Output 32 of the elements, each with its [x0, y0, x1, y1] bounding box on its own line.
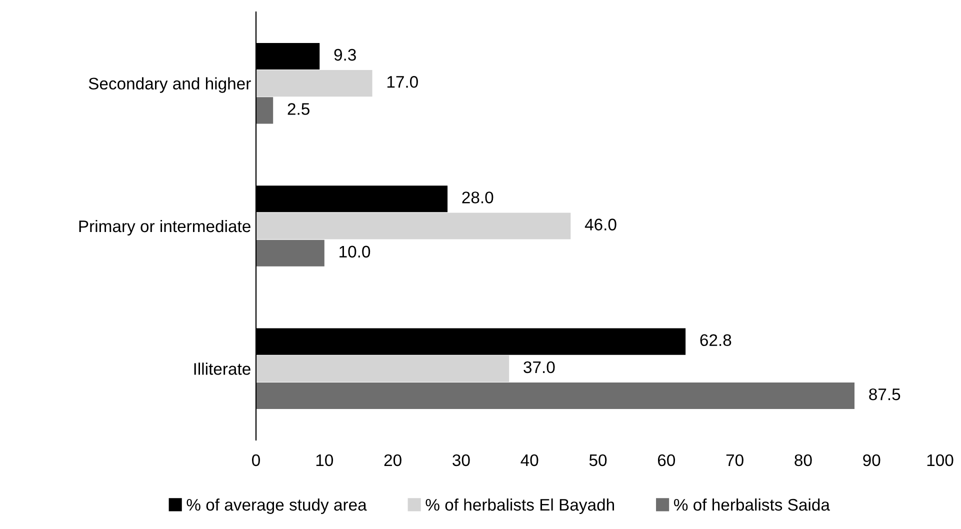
data-label: 10.0	[340, 246, 370, 258]
data-label: 2.5	[288, 103, 310, 115]
data-label: 37.0	[524, 361, 555, 374]
x-tick-label: 50	[589, 454, 607, 466]
x-tick-label: 70	[726, 454, 744, 466]
bar	[256, 212, 571, 240]
y-tick-label: Secondary and higher	[88, 77, 251, 93]
data-label: 17.0	[387, 76, 418, 88]
legend-label: % of herbalists Saida	[674, 498, 830, 511]
bar	[256, 382, 854, 410]
x-tick-label: 30	[452, 454, 470, 466]
x-tick-label: 80	[794, 454, 812, 466]
x-tick-label: 100	[927, 454, 954, 466]
legend-label: % of average study area	[186, 498, 367, 514]
x-tick-label: 10	[316, 454, 334, 466]
data-label: 28.0	[462, 192, 494, 204]
data-label: 62.8	[700, 334, 732, 346]
x-tick-label: 20	[384, 454, 402, 466]
bar	[256, 355, 510, 382]
legend-label: % of herbalists El Bayadh	[426, 498, 614, 514]
y-tick-label: Illiterate	[194, 362, 250, 375]
data-label: 46.0	[584, 218, 616, 230]
bar	[256, 70, 372, 97]
data-label: 87.5	[869, 388, 900, 400]
x-tick-label: 0	[252, 454, 260, 466]
data-label: 9.3	[334, 48, 356, 61]
bar	[256, 240, 324, 266]
x-tick-label: 90	[863, 454, 880, 466]
x-tick-label: 40	[520, 454, 538, 466]
x-tick-label: 60	[658, 454, 676, 466]
y-tick-label: Primary or intermediate	[79, 220, 250, 236]
bar	[256, 97, 274, 124]
